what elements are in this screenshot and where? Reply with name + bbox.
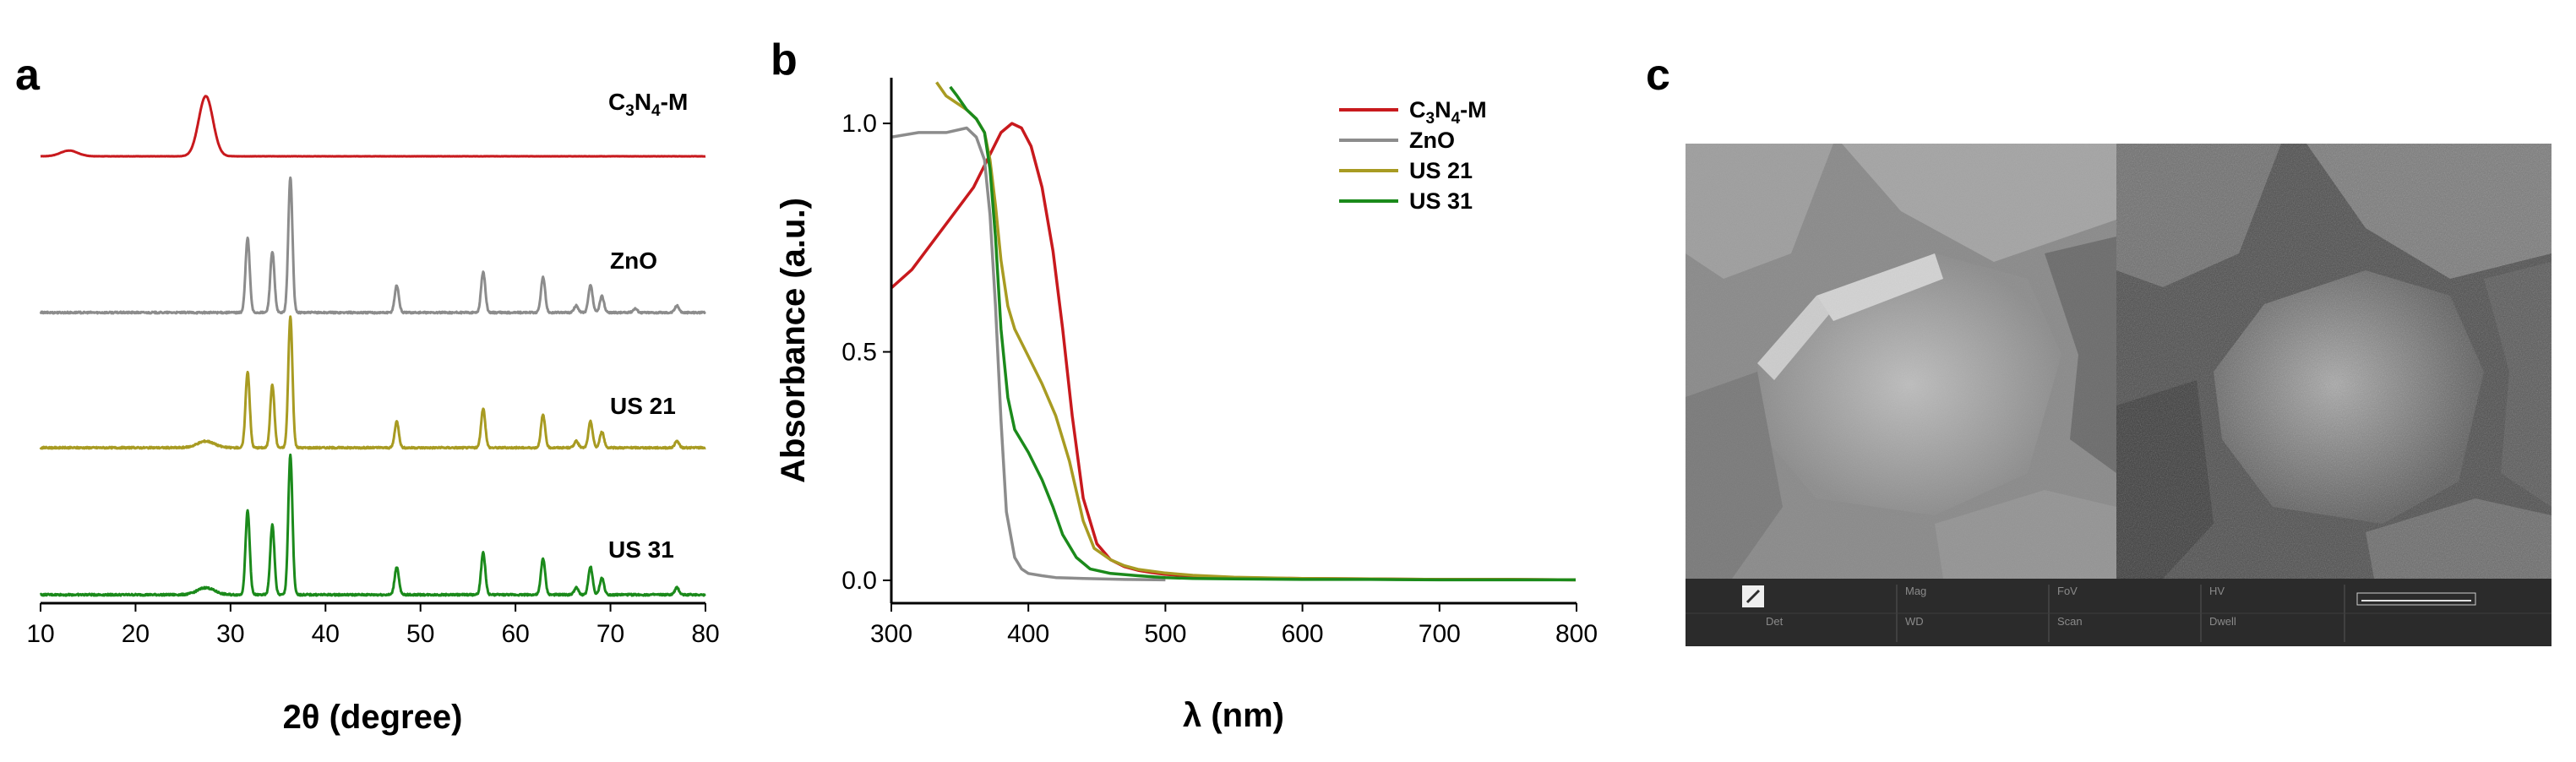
absorbance-x-tick-label: 400 bbox=[1007, 620, 1049, 648]
absorbance-y-tick-label: 0.5 bbox=[841, 339, 877, 367]
legend-label-us-31: US 31 bbox=[1409, 188, 1473, 214]
xrd-tick-label: 70 bbox=[596, 620, 624, 648]
xrd-line-zno bbox=[39, 176, 706, 315]
panel-b-absorbance-chart: b 300 400 500 600 700 800 0.0 0.5 1.0 λ (nm) Abs… bbox=[771, 35, 1598, 734]
sem-wd-label: WD bbox=[1905, 615, 1924, 628]
absorbance-series-group bbox=[891, 81, 1576, 582]
sem-hv-label: HV bbox=[2209, 585, 2225, 597]
sem-right-micrograph bbox=[2116, 144, 2551, 579]
xrd-x-axis-title: 2θ (degree) bbox=[283, 699, 463, 736]
xrd-tick-label: 80 bbox=[691, 620, 719, 648]
xrd-line-c3n4-m bbox=[40, 95, 706, 158]
xrd-label-us-21: US 21 bbox=[610, 393, 676, 419]
sem-info-bar: Mag FoV HV Det Scan WD Dwell bbox=[1686, 579, 2551, 646]
xrd-tick-label: 20 bbox=[122, 620, 150, 648]
legend-label-c3n4-m: C3N4-M bbox=[1409, 97, 1487, 128]
panel-a-xrd-chart: a C3N4-M ZnO US 21 US 31 10 20 30 40 50 60 70 80 2… bbox=[15, 51, 720, 736]
absorbance-y-tick-label: 0.0 bbox=[841, 567, 877, 595]
absorbance-x-tick-label: 700 bbox=[1419, 620, 1461, 648]
panel-a-letter: a bbox=[15, 51, 41, 100]
xrd-tick-label: 10 bbox=[26, 620, 54, 648]
sem-scale-bar bbox=[2356, 592, 2476, 606]
panel-c-letter: c bbox=[1646, 51, 1670, 100]
xrd-tick-label: 40 bbox=[312, 620, 340, 648]
panel-b-letter: b bbox=[771, 35, 798, 84]
legend-label-zno: ZnO bbox=[1409, 128, 1455, 153]
absorbance-ticks: 300 400 500 600 700 800 0.0 0.5 1.0 bbox=[841, 110, 1598, 648]
xrd-line-us-21 bbox=[39, 315, 706, 450]
absorbance-y-tick-label: 1.0 bbox=[841, 110, 877, 138]
absorbance-x-tick-label: 300 bbox=[870, 620, 912, 648]
sem-scan-label: Scan bbox=[2057, 615, 2083, 628]
sem-left-micrograph bbox=[1686, 144, 2116, 579]
xrd-series-labels: C3N4-M ZnO US 21 US 31 bbox=[608, 89, 688, 563]
xrd-tick-label: 30 bbox=[216, 620, 244, 648]
xrd-tick-label: 60 bbox=[501, 620, 529, 648]
sem-mag-label: Mag bbox=[1905, 585, 1926, 597]
absorbance-line-zno bbox=[891, 126, 1166, 582]
sem-det-label: Det bbox=[1766, 615, 1784, 628]
sem-fov-label: FoV bbox=[2057, 585, 2078, 597]
legend-label-us-21: US 21 bbox=[1409, 158, 1473, 183]
absorbance-line-us-31 bbox=[949, 85, 1576, 582]
xrd-label-us-31: US 31 bbox=[608, 536, 674, 563]
xrd-tick-label: 50 bbox=[406, 620, 434, 648]
xrd-series-group bbox=[39, 95, 706, 597]
xrd-label-zno: ZnO bbox=[610, 248, 657, 274]
absorbance-x-tick-label: 600 bbox=[1282, 620, 1324, 648]
sem-dwell-label: Dwell bbox=[2209, 615, 2236, 628]
xrd-line-us-31 bbox=[39, 453, 706, 597]
sem-logo-mark bbox=[1745, 589, 1761, 604]
xrd-x-ticks: 10 20 30 40 50 60 70 80 bbox=[26, 603, 720, 648]
absorbance-x-tick-label: 500 bbox=[1144, 620, 1186, 648]
panel-c-sem-image: c bbox=[1646, 51, 2551, 646]
absorbance-y-axis-title: Absorbance (a.u.) bbox=[775, 198, 812, 483]
xrd-label-c3n4-m: C3N4-M bbox=[608, 89, 688, 120]
absorbance-x-axis-title: λ (nm) bbox=[1183, 697, 1284, 734]
absorbance-x-tick-label: 800 bbox=[1555, 620, 1598, 648]
